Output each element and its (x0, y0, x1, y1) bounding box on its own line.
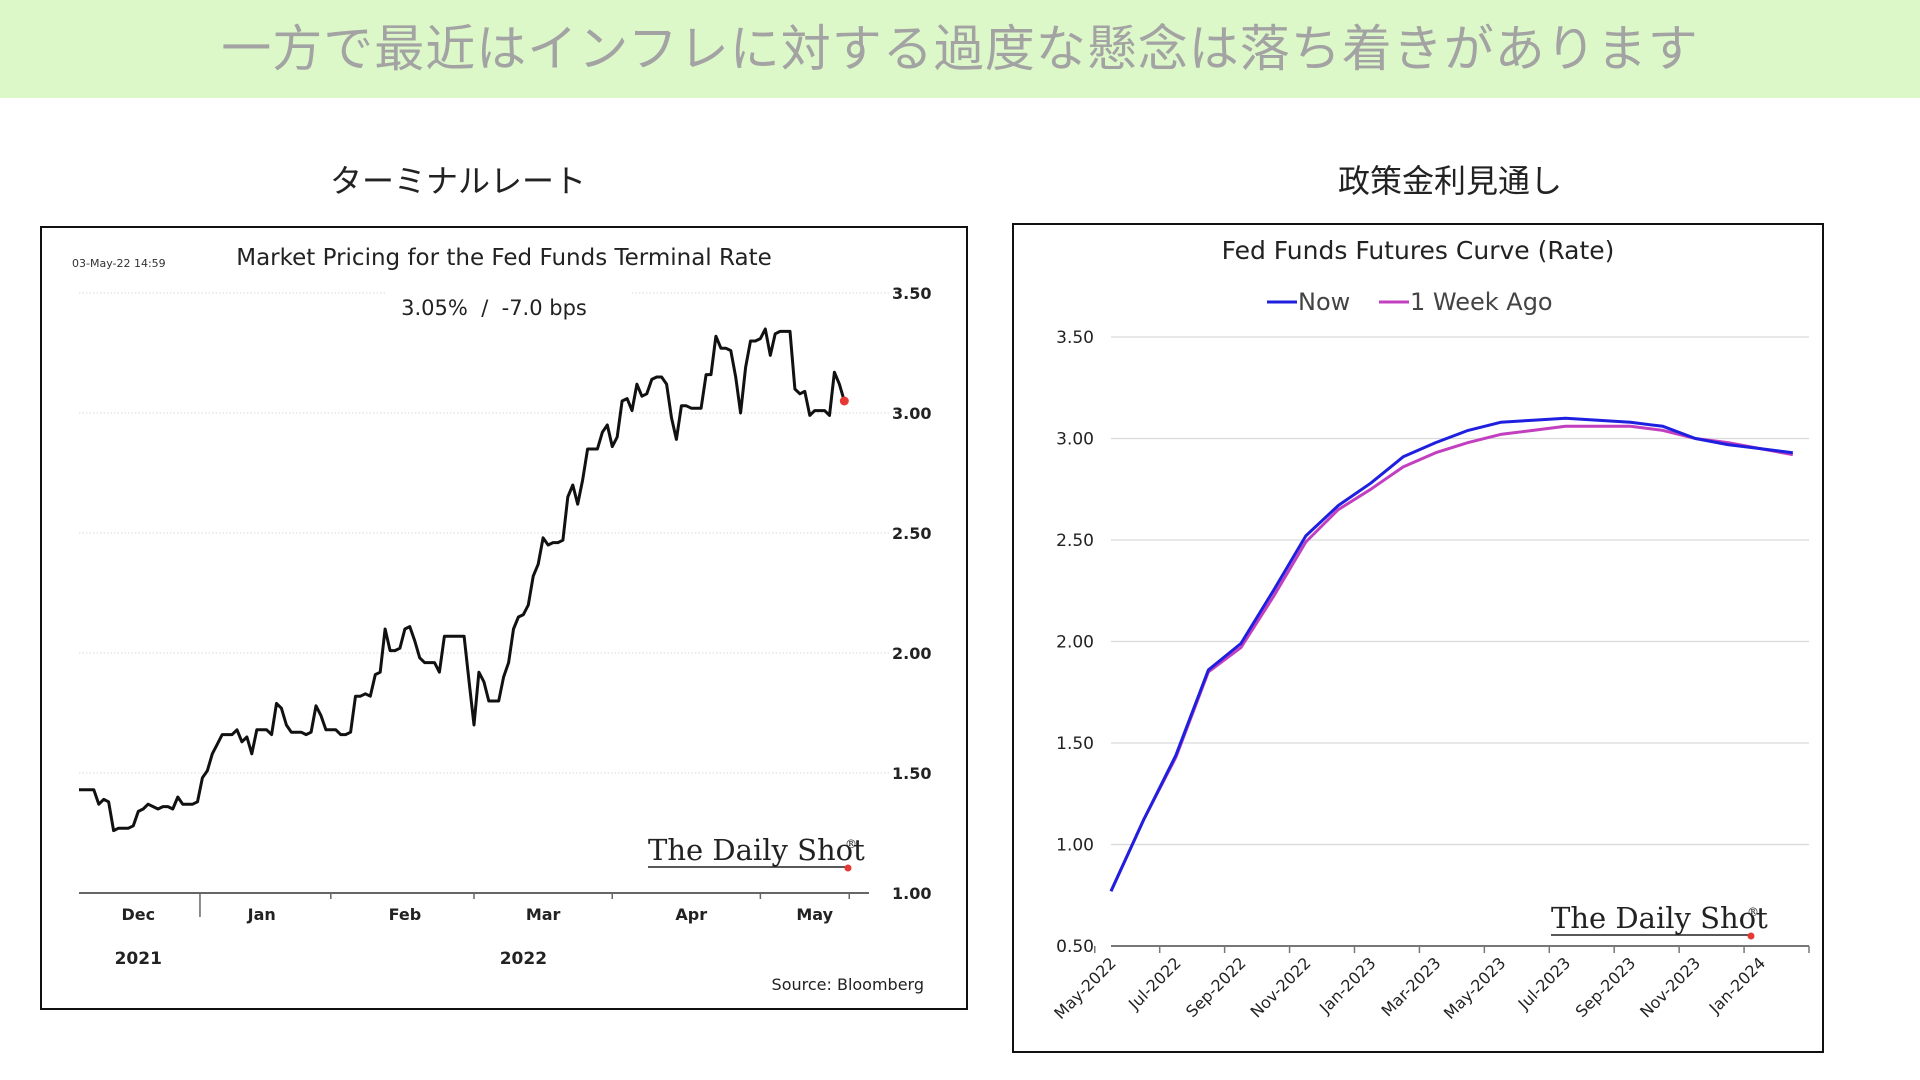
right-x-tick-label: Jan-2024 (1705, 953, 1769, 1017)
left-y-tick-label: 2.50 (892, 524, 931, 543)
legend-label-0: Now (1298, 288, 1350, 316)
left-chart-title: Market Pricing for the Fed Funds Termina… (236, 245, 772, 271)
right-panel-label: 政策金利見通し (1337, 162, 1562, 200)
right-x-tick-label: Mar-2023 (1378, 953, 1445, 1020)
right-chart-title: Fed Funds Futures Curve (Rate) (1222, 236, 1615, 265)
left-x-tick-label: Dec (121, 905, 155, 924)
left-watermark: The Daily Shot ® (648, 833, 865, 872)
terminal-rate-chart-frame: 03-May-22 14:59 Market Pricing for the F… (40, 226, 968, 1010)
terminal-rate-last-point (839, 396, 849, 406)
right-x-tick-label: May-2023 (1440, 953, 1510, 1023)
left-panel-label: ターミナルレート (329, 162, 586, 200)
futures-curve-chart-frame: Fed Funds Futures Curve (Rate) Now 1 Week… (1012, 223, 1824, 1053)
right-y-tick-label: 1.50 (1056, 734, 1094, 754)
right-y-tick-label: 1.00 (1056, 836, 1094, 856)
left-y-tick-label: 3.00 (892, 404, 931, 423)
right-watermark-mark: ® (1747, 905, 1759, 919)
right-y-tick-label: 3.50 (1056, 328, 1094, 348)
left-x-tick-label: Feb (389, 905, 422, 924)
right-y-tick-label: 2.00 (1056, 633, 1094, 653)
left-year-label: 2021 (115, 949, 162, 969)
left-y-tick-label: 3.50 (892, 284, 931, 303)
left-gridlines (79, 286, 890, 774)
right-x-tick-label: Jan-2023 (1315, 953, 1379, 1017)
left-chart-source: Source: Bloomberg (772, 975, 924, 994)
left-y-axis: 1.00 1.50 2.00 2.50 3.00 3.50 (892, 284, 931, 903)
left-watermark-text: The Daily Shot (648, 833, 865, 867)
page-title: 一方で最近はインフレに対する過度な懸念は落ち着きがあります (221, 20, 1699, 78)
right-x-tick-label: Nov-2023 (1636, 953, 1704, 1021)
right-y-tick-label: 3.00 (1056, 430, 1094, 450)
right-x-tick-label: Sep-2022 (1182, 953, 1250, 1021)
right-watermark-dot (1747, 932, 1755, 940)
left-x-tick-label: May (796, 905, 833, 924)
right-gridlines (1111, 336, 1809, 846)
terminal-rate-chart: 03-May-22 14:59 Market Pricing for the F… (72, 245, 931, 994)
left-x-axis: Dec Jan Feb Mar Apr May 2021 2022 (115, 893, 850, 969)
left-x-tick-label: Mar (526, 905, 561, 924)
left-y-tick-label: 1.00 (892, 884, 931, 903)
left-y-tick-label: 1.50 (892, 764, 931, 783)
right-series-group (1109, 416, 1794, 892)
right-x-tick-label: Sep-2023 (1572, 953, 1640, 1021)
right-legend: Now 1 Week Ago (1267, 288, 1553, 316)
left-x-tick-label: Jan (247, 905, 276, 924)
left-watermark-mark: ® (845, 837, 857, 851)
right-x-tick-label: Jul-2023 (1514, 953, 1575, 1014)
series-line-0 (1109, 416, 1793, 892)
right-x-tick-label: May-2022 (1050, 953, 1120, 1023)
left-chart-subtitle: 3.05% / -7.0 bps (401, 296, 587, 320)
right-y-axis: 0.50 1.00 1.50 2.00 2.50 3.00 3.50 (1056, 328, 1094, 957)
title-banner (0, 0, 1920, 98)
series-line-1 (1109, 424, 1794, 892)
terminal-rate-series-line (79, 327, 846, 833)
left-y-tick-label: 2.00 (892, 644, 931, 663)
left-chart-timestamp: 03-May-22 14:59 (72, 257, 166, 270)
right-y-tick-label: 0.50 (1056, 937, 1094, 957)
right-y-tick-label: 2.50 (1056, 531, 1094, 551)
right-x-tick-label: Jul-2022 (1124, 953, 1185, 1014)
legend-label-1: 1 Week Ago (1410, 288, 1553, 316)
right-watermark: The Daily Shot ® (1551, 901, 1768, 940)
right-watermark-text: The Daily Shot (1551, 901, 1768, 935)
futures-curve-chart: Fed Funds Futures Curve (Rate) Now 1 Week… (1050, 236, 1810, 1023)
left-watermark-dot (844, 864, 852, 872)
left-year-label: 2022 (500, 949, 547, 969)
left-x-tick-label: Apr (675, 905, 707, 924)
left-series-group (79, 327, 849, 833)
right-x-tick-label: Nov-2022 (1247, 953, 1315, 1021)
